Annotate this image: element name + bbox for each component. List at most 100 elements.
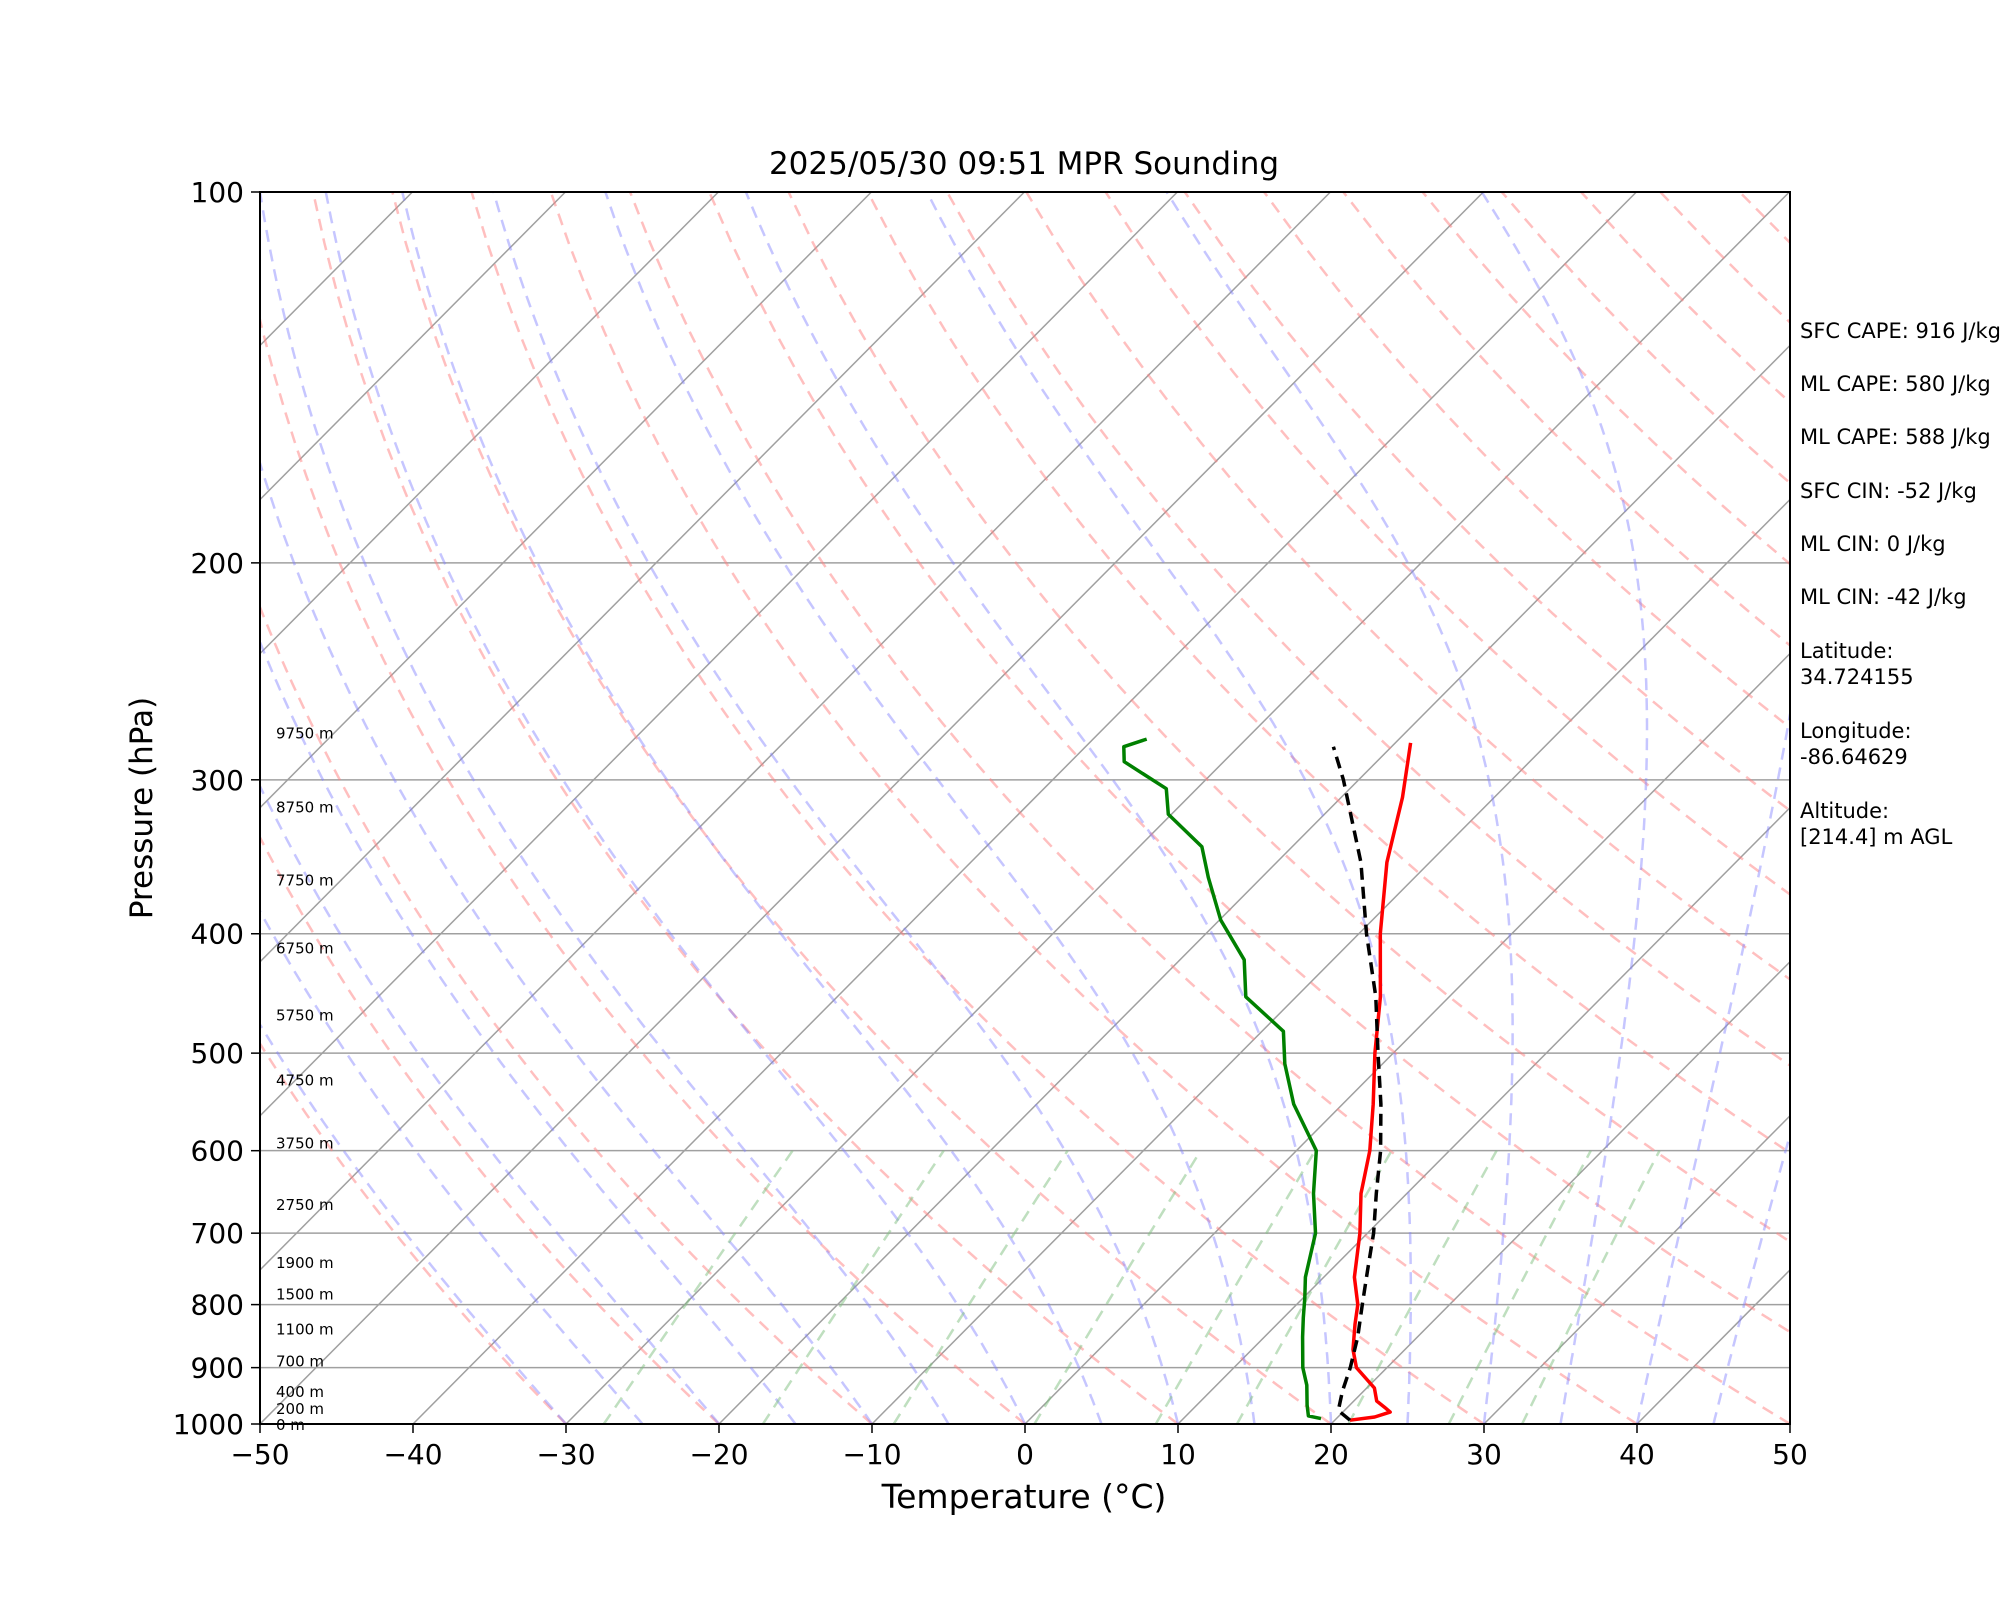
isotherm-line (260, 192, 1025, 963)
height-label: 5750 m (276, 1006, 334, 1024)
parcel-profile-trace (1331, 746, 1383, 1422)
x-tick-label: 10 (1160, 1438, 1196, 1471)
height-label: 1100 m (276, 1320, 334, 1338)
dry-adiabat-line (1183, 192, 1790, 813)
isotherm-line (260, 192, 1484, 1424)
mixing-ratio-line (1447, 1150, 1592, 1424)
height-label: 9750 m (276, 724, 334, 742)
isotherm-line (1483, 1114, 1790, 1424)
temperature-trace (1349, 742, 1413, 1422)
mixing-ratio-line (1347, 1150, 1498, 1424)
y-tick-label: 100 (191, 176, 244, 209)
x-tick-label: 50 (1772, 1438, 1808, 1471)
y-tick-label: 200 (191, 547, 244, 580)
info-line: ML CAPE: 580 J/kg (1800, 372, 1991, 396)
moist-adiabat-line (260, 1022, 567, 1424)
y-tick-label: 300 (191, 764, 244, 797)
moist-adiabat-line (744, 192, 1333, 1424)
background-lines (0, 192, 1790, 1424)
y-tick-label: 600 (191, 1135, 244, 1168)
info-line: ML CAPE: 588 J/kg (1800, 425, 1991, 449)
dry-adiabat-line (470, 192, 1485, 1424)
height-label: 4750 m (276, 1071, 334, 1089)
y-tick-label: 500 (191, 1037, 244, 1070)
mixing-ratio-line (602, 1149, 794, 1424)
isotherm-line (871, 498, 1790, 1424)
height-label: 1900 m (276, 1254, 334, 1272)
dry-adiabat-line (1263, 192, 1790, 730)
moist-adiabat-line (492, 192, 1180, 1424)
moist-adiabat-line (1712, 1130, 1790, 1424)
height-labels: 9750 m 8750 m 7750 m 6750 m 5750 m 4750 m 3750… (276, 724, 334, 1434)
height-label: 7750 m (276, 871, 334, 889)
info-line: ML CIN: -42 J/kg (1800, 585, 1967, 609)
x-tick-label: 30 (1466, 1438, 1502, 1471)
info-line: SFC CAPE: 916 J/kg (1800, 319, 2000, 343)
x-tick-label: −20 (689, 1438, 748, 1471)
info-line: SFC CIN: -52 J/kg (1800, 479, 1977, 503)
y-axis-label: Pressure (hPa) (124, 697, 160, 919)
info-line: ML CIN: 0 J/kg (1800, 532, 1946, 556)
x-tick-label: 20 (1313, 1438, 1349, 1471)
isotherm-line (1330, 960, 1790, 1424)
dewpoint-trace (1122, 737, 1322, 1421)
mixing-ratio-line (1520, 1150, 1661, 1424)
sounding-info-panel: SFC CAPE: 916 J/kg ML CAPE: 580 J/kg ML CA… (1800, 319, 2000, 849)
x-axis-label: Temperature (°C) (881, 1477, 1167, 1516)
moist-adiabat-line (1635, 707, 1790, 1424)
y-tick-label: 400 (191, 918, 244, 951)
height-label: 1500 m (276, 1285, 334, 1303)
moist-adiabat-line (604, 192, 1256, 1424)
chart-title: 2025/05/30 09:51 MPR Sounding (769, 146, 1279, 182)
isotherm-line (412, 192, 1637, 1424)
info-line: -86.64629 (1800, 745, 1908, 769)
x-tick-label: −40 (383, 1438, 442, 1471)
x-axis-ticks: −50 −40 −30 −20 −10 0 10 20 30 40 50 (230, 1424, 1808, 1471)
moist-adiabat-line (260, 638, 797, 1424)
x-tick-label: 40 (1619, 1438, 1655, 1471)
height-label: 8750 m (276, 799, 334, 817)
height-label: 3750 m (276, 1135, 334, 1153)
isotherm-line (260, 192, 566, 501)
x-tick-label: −10 (842, 1438, 901, 1471)
height-label: 700 m (276, 1353, 324, 1371)
moist-adiabat-line (401, 192, 1103, 1424)
x-tick-label: 0 (1016, 1438, 1034, 1471)
mixing-ratio-line (1154, 1150, 1317, 1424)
isotherm-line (260, 192, 1331, 1271)
isotherm-line (565, 192, 1790, 1424)
isotherm-line (260, 192, 1178, 1117)
sounding-traces (1122, 737, 1413, 1422)
moist-adiabat-line (260, 458, 874, 1424)
dry-adiabat-line (866, 192, 1790, 1155)
moist-adiabat-line (1480, 192, 1649, 1424)
info-line: Altitude: (1800, 799, 1889, 823)
info-line: [214.4] m AGL (1800, 825, 1953, 849)
moist-adiabat-line (925, 192, 1413, 1424)
moist-adiabat-line (324, 192, 1027, 1424)
y-tick-label: 900 (191, 1352, 244, 1385)
height-label: 0 m (276, 1416, 305, 1434)
mixing-ratio-line (892, 1150, 1069, 1424)
height-label: 200 m (276, 1400, 324, 1418)
y-tick-label: 1000 (173, 1408, 244, 1441)
height-label: 400 m (276, 1383, 324, 1401)
moist-adiabat-line (1165, 192, 1514, 1424)
mixing-ratio-line (761, 1150, 945, 1424)
x-tick-label: −50 (230, 1438, 289, 1471)
y-axis-ticks: 100 200 300 400 500 600 700 800 900 1000 (173, 176, 260, 1441)
info-line: Longitude: (1800, 719, 1912, 743)
x-tick-label: −30 (536, 1438, 595, 1471)
dry-adiabat-line (549, 192, 1638, 1424)
dry-adiabat-line (260, 603, 873, 1424)
dry-adiabat-line (391, 192, 1332, 1424)
isotherm-line (260, 192, 872, 809)
isotherm-line (260, 192, 719, 655)
dry-adiabat-line (628, 192, 1790, 1424)
isotherm-line (0, 192, 106, 1424)
info-line: Latitude: (1800, 639, 1894, 663)
y-tick-label: 800 (191, 1289, 244, 1322)
y-tick-label: 700 (191, 1217, 244, 1250)
mixing-ratio-line (1033, 1150, 1202, 1424)
